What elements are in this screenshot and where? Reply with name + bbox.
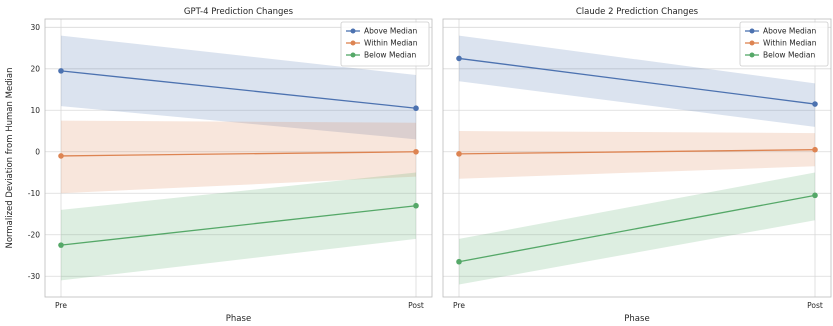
legend-marker [749, 52, 755, 58]
y-tick-label: 10 [30, 106, 40, 115]
data-point-below-median [456, 258, 462, 265]
legend: Above Median Within Median Below Median [739, 21, 829, 67]
data-point-below-median [58, 242, 64, 248]
legend-marker [350, 28, 356, 34]
data-point-below-median [812, 192, 818, 199]
legend-label: Below Median [763, 51, 815, 60]
series-line-within-median [458, 149, 816, 155]
legend-marker [350, 52, 356, 58]
legend-label: Within Median [763, 39, 817, 48]
data-point-within-median [456, 151, 462, 157]
legend-marker [749, 28, 755, 34]
series-line-below-median [60, 205, 417, 246]
ci-band-below-median [61, 172, 416, 281]
x-tick-label: Pre [453, 301, 465, 310]
y-tick-label: -30 [28, 272, 40, 281]
data-point-within-median [58, 153, 64, 159]
x-axis-label: Phase [624, 314, 649, 324]
legend-box [739, 21, 829, 67]
y-tick-label: -20 [28, 230, 40, 239]
legend-box [340, 21, 430, 67]
legend-label: Above Median [364, 27, 417, 36]
data-point-within-median [812, 146, 818, 153]
legend-label: Above Median [763, 27, 816, 36]
plot-frame [44, 18, 433, 298]
legend-marker [350, 40, 356, 46]
x-tick-label: Post [807, 301, 823, 310]
y-tick-label: 30 [30, 23, 40, 32]
data-point-below-median [413, 202, 419, 209]
series-line-within-median [60, 151, 417, 157]
data-point-within-median [413, 148, 419, 155]
x-tick-label: Post [408, 301, 424, 310]
chart-panel-2: Pre Post Claude 2 Prediction Changes Phase A… [442, 7, 832, 324]
y-axis-label: Normalized Deviation from Human Median [5, 67, 15, 248]
series-line-below-median [458, 194, 816, 263]
data-point-above-median [456, 55, 462, 62]
x-tick-label: Pre [55, 301, 67, 310]
x-axis-label: Phase [226, 314, 251, 324]
data-point-above-median [58, 68, 64, 74]
y-tick-label: 0 [35, 147, 40, 156]
ci-band-within-median [459, 131, 815, 179]
plot-frame [442, 18, 832, 298]
ci-band-within-median [61, 120, 416, 194]
chart-title: Claude 2 Prediction Changes [576, 7, 699, 17]
legend-label: Within Median [364, 39, 418, 48]
data-point-above-median [413, 105, 419, 112]
y-tick-label: -10 [28, 189, 40, 198]
chart-panel-1: -30 -20 -10 0 10 20 30 Pre Post GPT-4 Prediction … [28, 7, 433, 324]
y-tick-label: 20 [30, 64, 40, 73]
legend-label: Below Median [364, 51, 416, 60]
series-line-above-median [60, 70, 417, 109]
legend-marker [749, 40, 755, 46]
ci-band-above-median [61, 35, 416, 140]
series-line-above-median [458, 57, 816, 105]
data-point-above-median [812, 101, 818, 107]
legend: Above Median Within Median Below Median [340, 21, 430, 67]
chart-title: GPT-4 Prediction Changes [184, 7, 294, 17]
